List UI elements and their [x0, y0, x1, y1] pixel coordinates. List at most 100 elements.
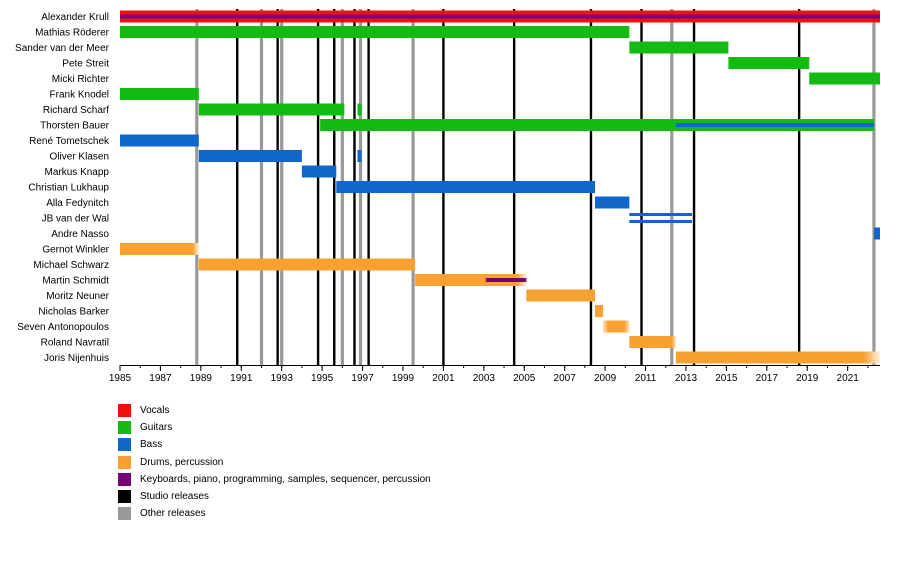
bar-joris-nijenhuis-drums-0-fade	[675, 351, 880, 364]
x-tick-label-2021: 2021	[837, 373, 860, 384]
x-tick-label-2001: 2001	[432, 373, 455, 384]
other-release-line-7	[872, 9, 876, 365]
bar-martin-schmidt-drums-0-fade	[415, 274, 527, 286]
bar-alla-fedynitch-bass-0	[595, 196, 630, 209]
legend-swatch-keys	[118, 472, 131, 486]
x-axis: 1985 1987 1989 1991 1993 1995 1997 1999 2001 2003…	[109, 365, 880, 384]
studio-release-line-9	[640, 9, 643, 365]
bar-pete-streit-guitars-0	[728, 57, 810, 69]
legend-swatch-bass	[118, 438, 131, 452]
member-name-alla-fedynitch: Alla Fedynitch	[46, 198, 109, 209]
bar-michael-schwarz-drums-0	[198, 258, 416, 271]
bar-martin-schmidt-keys-1	[485, 278, 527, 282]
legend-item-other: Other releases	[118, 505, 431, 522]
legend-item-drums: Drums, percussion	[118, 454, 431, 471]
x-tick-label-2019: 2019	[796, 373, 819, 384]
bar-richard-scharf-guitars-0	[198, 103, 345, 116]
bar-markus-knapp-bass-0	[301, 165, 337, 178]
bar-jb-van-der-wal-bass-0-top	[629, 213, 693, 216]
member-name-christian-lukhaup: Christian Lukhaup	[28, 183, 109, 194]
member-name-alexander-krull: Alexander Krull	[41, 12, 109, 23]
x-tick-label-1997: 1997	[351, 373, 374, 384]
member-name-martin-schmidt: Martin Schmidt	[42, 276, 109, 287]
member-bars-layer	[120, 10, 880, 364]
member-name-thorsten-bauer: Thorsten Bauer	[40, 121, 110, 132]
member-name-richard-scharf: Richard Scharf	[43, 105, 109, 116]
legend-item-studio: Studio releases	[118, 488, 431, 505]
bar-andre-nasso-bass-0	[873, 227, 880, 240]
legend-item-bass: Bass	[118, 436, 431, 453]
legend-item-guitars: Guitars	[118, 419, 431, 436]
legend-label-bass: Bass	[140, 439, 163, 451]
studio-release-line-1	[276, 9, 279, 365]
member-name-roland-navratil: Roland Navratil	[41, 338, 109, 349]
member-name-rene-tometschek: René Tometschek	[29, 136, 110, 147]
x-tick-label-2009: 2009	[594, 373, 617, 384]
x-tick-label-1991: 1991	[230, 373, 253, 384]
x-tick-label-1995: 1995	[311, 373, 334, 384]
bar-christian-lukhaup-bass-0	[336, 181, 595, 193]
x-tick-label-1985: 1985	[109, 373, 132, 384]
legend-label-drums: Drums, percussion	[140, 456, 224, 468]
legend-label-studio: Studio releases	[140, 491, 209, 503]
legend-swatch-drums	[118, 455, 131, 469]
member-name-pete-streit: Pete Streit	[62, 59, 109, 70]
member-name-jb-van-der-wal: JB van der Wal	[42, 214, 109, 225]
member-name-moritz-neuner: Moritz Neuner	[46, 291, 109, 302]
x-tick-label-2015: 2015	[715, 373, 738, 384]
legend-swatch-vocals	[118, 404, 131, 418]
legend-swatch-other	[118, 507, 131, 521]
member-name-nicholas-barker: Nicholas Barker	[38, 307, 109, 318]
bar-jb-van-der-wal-bass-0-bottom	[629, 220, 693, 223]
x-tick-label-2003: 2003	[473, 373, 496, 384]
bar-alexander-krull-keys-1	[120, 14, 880, 19]
bar-mathias-roderer-guitars-0	[120, 26, 630, 38]
bar-richard-scharf-guitars-1	[357, 103, 362, 116]
studio-release-line-10	[692, 9, 696, 365]
other-release-line-1	[259, 9, 264, 365]
x-tick-label-1993: 1993	[271, 373, 294, 384]
x-tick-label-2017: 2017	[756, 373, 779, 384]
studio-release-line-0	[236, 9, 239, 365]
bar-frank-knodel-guitars-0	[120, 88, 199, 100]
legend: Vocals Guitars Bass Drums, percussion Keyboa…	[118, 402, 431, 522]
member-name-seven-antonopoulos: Seven Antonopoulos	[17, 322, 109, 333]
member-name-michael-schwarz: Michael Schwarz	[33, 260, 109, 271]
studio-release-line-2	[316, 9, 320, 365]
member-name-sander-van-der-meer: Sander van der Meer	[15, 43, 110, 54]
member-name-micki-richter: Micki Richter	[52, 74, 110, 85]
bar-seven-antonopoulos-drums-0-fade	[603, 320, 630, 333]
bar-oliver-klasen-bass-1	[357, 150, 362, 162]
legend-label-vocals: Vocals	[140, 405, 170, 417]
legend-swatch-guitars	[118, 421, 131, 435]
bar-thorsten-bauer-guitars-0	[320, 119, 874, 131]
x-tick-label-2007: 2007	[554, 373, 577, 384]
x-tick-label-1989: 1989	[190, 373, 213, 384]
legend-item-keys: Keyboards, piano, programming, samples, …	[118, 471, 431, 488]
bar-sander-van-der-meer-guitars-0	[629, 41, 729, 54]
legend-label-keys: Keyboards, piano, programming, samples, …	[140, 473, 431, 485]
legend-item-vocals: Vocals	[118, 402, 431, 419]
bar-rene-tometschek-bass-0	[120, 134, 199, 147]
bar-roland-navratil-drums-0-fade	[629, 336, 676, 348]
member-name-andre-nasso: Andre Nasso	[51, 229, 109, 240]
x-tick-label-1999: 1999	[392, 373, 415, 384]
bar-nicholas-barker-drums-0	[595, 305, 604, 317]
bar-thorsten-bauer-bass-1	[675, 123, 874, 127]
other-release-line-6	[670, 9, 674, 365]
member-name-joris-nijenhuis: Joris Nijenhuis	[44, 353, 109, 364]
member-labels-layer: Alexander Krull Mathias Röderer Sander van…	[15, 12, 110, 364]
member-name-frank-knodel: Frank Knodel	[50, 90, 109, 101]
member-name-gernot-winkler: Gernot Winkler	[42, 245, 109, 256]
x-tick-label-1987: 1987	[149, 373, 172, 384]
bar-moritz-neuner-drums-0	[526, 289, 595, 302]
x-tick-label-2011: 2011	[635, 373, 657, 384]
x-tick-label-2005: 2005	[513, 373, 536, 384]
legend-label-guitars: Guitars	[140, 422, 173, 434]
member-name-markus-knapp: Markus Knapp	[45, 167, 110, 178]
other-release-line-0	[195, 9, 199, 365]
member-name-oliver-klasen: Oliver Klasen	[50, 152, 109, 163]
studio-release-line-11	[797, 9, 801, 365]
studio-release-line-3	[333, 9, 336, 365]
